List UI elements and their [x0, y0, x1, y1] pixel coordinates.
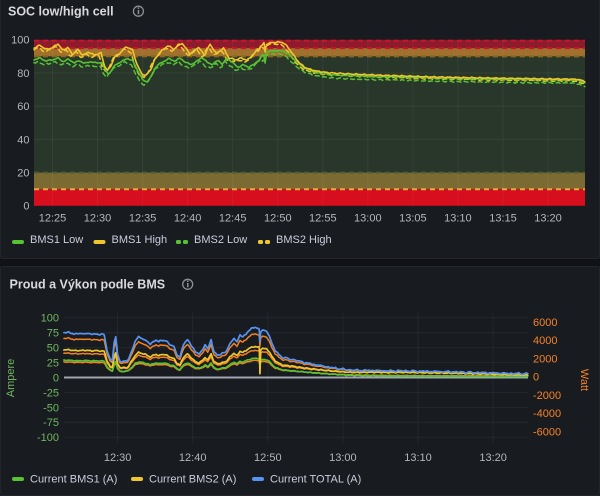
- svg-text:13:20: 13:20: [479, 452, 507, 464]
- svg-text:40: 40: [17, 134, 29, 146]
- svg-text:50: 50: [47, 343, 59, 355]
- svg-text:-75: -75: [43, 417, 59, 429]
- svg-text:100: 100: [41, 313, 59, 325]
- svg-text:SOC low/high cell: SOC low/high cell: [8, 4, 114, 18]
- svg-text:Watt: Watt: [578, 369, 590, 391]
- svg-text:Current TOTAL (A): Current TOTAL (A): [270, 474, 361, 486]
- svg-text:60: 60: [17, 101, 29, 113]
- svg-text:25: 25: [47, 358, 59, 370]
- svg-text:BMS1 Low: BMS1 Low: [30, 234, 83, 246]
- svg-text:13:10: 13:10: [444, 212, 472, 224]
- svg-text:13:20: 13:20: [534, 212, 562, 224]
- svg-text:-2000: -2000: [533, 390, 561, 402]
- svg-text:13:15: 13:15: [489, 212, 517, 224]
- svg-text:-50: -50: [43, 402, 59, 414]
- svg-text:75: 75: [47, 328, 59, 340]
- svg-text:12:25: 12:25: [39, 212, 67, 224]
- svg-text:0: 0: [533, 372, 539, 384]
- svg-text:BMS1 High: BMS1 High: [112, 234, 168, 246]
- svg-text:0: 0: [23, 201, 29, 213]
- svg-text:2000: 2000: [533, 353, 557, 365]
- svg-text:13:10: 13:10: [404, 452, 432, 464]
- svg-text:Ampere: Ampere: [5, 359, 17, 398]
- svg-text:-6000: -6000: [533, 427, 561, 439]
- svg-text:12:40: 12:40: [174, 212, 202, 224]
- svg-text:12:55: 12:55: [309, 212, 337, 224]
- svg-text:13:05: 13:05: [399, 212, 427, 224]
- svg-text:12:35: 12:35: [129, 212, 157, 224]
- svg-text:6000: 6000: [533, 317, 557, 329]
- svg-text:-25: -25: [43, 387, 59, 399]
- svg-text:12:30: 12:30: [104, 452, 132, 464]
- svg-text:Current BMS1 (A): Current BMS1 (A): [30, 474, 117, 486]
- svg-text:12:30: 12:30: [84, 212, 112, 224]
- svg-text:BMS2 High: BMS2 High: [276, 234, 332, 246]
- svg-text:-4000: -4000: [533, 408, 561, 420]
- svg-text:20: 20: [17, 168, 29, 180]
- svg-text:12:50: 12:50: [264, 212, 292, 224]
- svg-text:12:40: 12:40: [179, 452, 207, 464]
- svg-text:13:00: 13:00: [329, 452, 357, 464]
- svg-text:80: 80: [17, 68, 29, 80]
- svg-text:-100: -100: [37, 432, 59, 444]
- svg-text:Proud a Výkon podle BMS: Proud a Výkon podle BMS: [10, 277, 166, 291]
- svg-text:0: 0: [53, 372, 59, 384]
- svg-text:4000: 4000: [533, 335, 557, 347]
- svg-text:Current BMS2 (A): Current BMS2 (A): [149, 474, 236, 486]
- svg-text:100: 100: [11, 35, 29, 47]
- svg-text:BMS2 Low: BMS2 Low: [194, 234, 247, 246]
- svg-text:13:00: 13:00: [354, 212, 382, 224]
- svg-text:12:45: 12:45: [219, 212, 247, 224]
- svg-text:12:50: 12:50: [254, 452, 282, 464]
